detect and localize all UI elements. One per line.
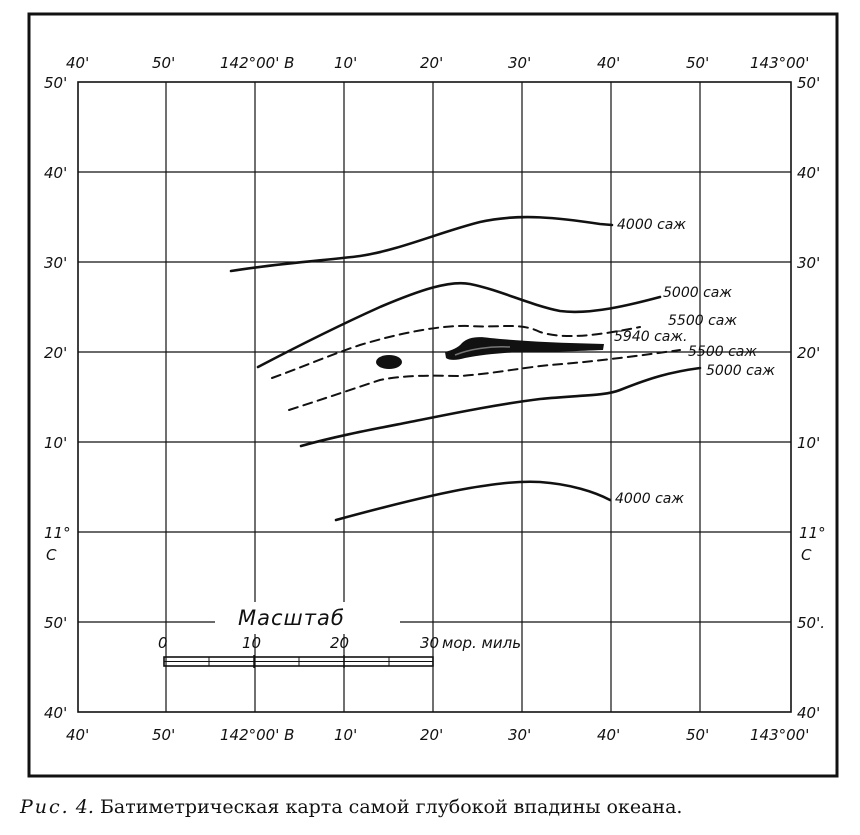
top-lon-label: 143°00' <box>750 54 809 72</box>
left-lat-label: 50' <box>44 614 67 632</box>
left-lat-label: 40' <box>44 704 67 722</box>
top-lon-label: 40' <box>66 54 89 72</box>
left-lat-label: С <box>46 546 57 564</box>
isobath-4000-south <box>334 480 612 522</box>
bottom-lon-label: 50' <box>152 726 175 744</box>
right-lat-label: 50' <box>797 74 820 92</box>
left-lat-label: 30' <box>44 254 67 272</box>
top-lon-label: 20' <box>420 54 443 72</box>
scale-tick-label: 20 <box>330 634 349 652</box>
deepest-trench-area <box>445 337 604 360</box>
right-lat-label: С <box>801 546 812 564</box>
bottom-lon-label: 10' <box>334 726 357 744</box>
top-lon-label: 142°00' В <box>220 54 294 72</box>
bottom-lon-label: 40' <box>597 726 620 744</box>
top-lon-label: 40' <box>597 54 620 72</box>
bottom-lon-label: 142°00' В <box>220 726 294 744</box>
right-lat-label: 10' <box>797 434 820 452</box>
top-lon-label: 10' <box>334 54 357 72</box>
isobath-5500-south <box>288 349 681 411</box>
left-lat-label: 20' <box>44 344 67 362</box>
figure-caption: Рис. 4. Батиметрическая карта самой глуб… <box>20 796 850 818</box>
bottom-lon-label: 40' <box>66 726 89 744</box>
left-lat-label: 50' <box>44 74 67 92</box>
scale-unit: мор. миль <box>442 634 521 652</box>
right-lat-label: 20' <box>797 344 820 362</box>
scale-bar: Масштаб 0 10 20 30 мор. миль <box>158 606 521 668</box>
bottom-lon-label: 30' <box>508 726 531 744</box>
map-outer-frame <box>27 12 839 778</box>
map-inner-frame <box>77 81 792 713</box>
left-lat-label: 10' <box>44 434 67 452</box>
bottom-lon-label: 143°00' <box>750 726 809 744</box>
scale-title: Масштаб <box>238 606 345 630</box>
bottom-longitude-labels: 40' 50' 142°00' В 10' 20' 30' 40' 50' 14… <box>66 726 809 744</box>
isobath-5000-north <box>256 281 662 369</box>
left-latitude-labels: 50' 40' 30' 20' 10' 11° С 50' 40' <box>44 74 71 722</box>
caption-text: Батиметрическая карта самой глубокой впа… <box>99 796 683 818</box>
isobath-4000-north <box>229 215 614 273</box>
right-lat-label: 40' <box>797 704 820 722</box>
left-lat-label: 40' <box>44 164 67 182</box>
right-latitude-labels: 50' 40' 30' 20' 10' 11° С 50'. 40' <box>797 74 826 722</box>
isobath-label-5000-south: 5000 саж <box>706 363 775 379</box>
right-lat-label: 40' <box>797 164 820 182</box>
scale-tick-label: 30 <box>420 634 439 652</box>
top-lon-label: 30' <box>508 54 531 72</box>
isobath-label-5940: 5940 саж. <box>614 329 687 345</box>
graticule <box>78 82 791 712</box>
caption-figure-label: Рис. <box>20 796 70 818</box>
bottom-lon-label: 50' <box>686 726 709 744</box>
right-lat-label: 11° <box>799 524 826 542</box>
isobath-5000-south <box>299 366 702 448</box>
isobath-label-4000-north: 4000 саж <box>617 217 686 233</box>
top-lon-label: 50' <box>152 54 175 72</box>
bottom-lon-label: 20' <box>420 726 443 744</box>
caption-figure-number: 4. <box>75 796 94 818</box>
deep-spot-west <box>376 355 402 369</box>
isobath-label-4000-south: 4000 саж <box>615 491 684 507</box>
right-lat-label: 50'. <box>797 614 825 632</box>
top-lon-label: 50' <box>686 54 709 72</box>
top-longitude-labels: 40' 50' 142°00' В 10' 20' 30' 40' 50' 14… <box>66 54 809 72</box>
scale-tick-label: 10 <box>242 634 261 652</box>
right-lat-label: 30' <box>797 254 820 272</box>
left-lat-label: 11° <box>44 524 71 542</box>
bathymetric-map: 40' 50' 142°00' В 10' 20' 30' 40' 50' 14… <box>27 12 839 778</box>
isobath-label-5500-north: 5500 саж <box>668 313 737 329</box>
isobath-label-5000-north: 5000 саж <box>663 285 732 301</box>
isobath-label-5500-south: 5500 саж <box>688 344 757 360</box>
scale-tick-label: 0 <box>158 634 168 652</box>
isobath-5500-north <box>271 324 641 379</box>
